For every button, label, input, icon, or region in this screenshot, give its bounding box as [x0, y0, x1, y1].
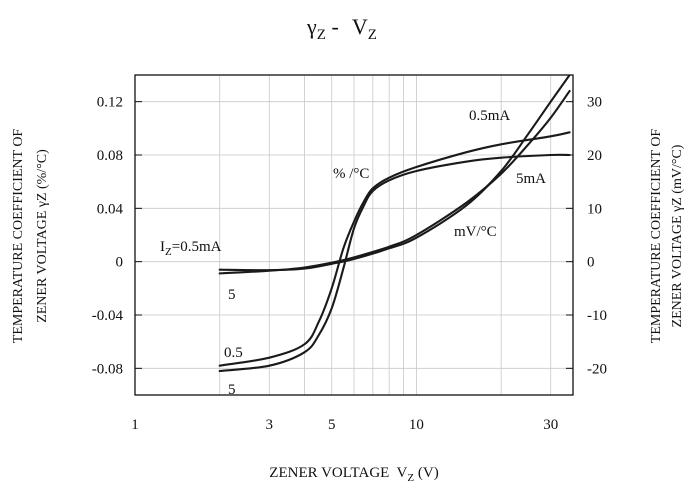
annotation-pct-per-c: % /°C — [333, 166, 369, 182]
x-tick-label: 3 — [266, 417, 274, 433]
y-tick-label-left: 0.08 — [97, 148, 123, 164]
annotation-mv-per-c: mV/°C — [454, 224, 497, 240]
annotation-0-5ma-top: 0.5mA — [469, 108, 510, 124]
series-line-left-0-5 — [218, 131, 571, 367]
x-axis-label: ZENER VOLTAGE VZ (V) — [269, 465, 438, 484]
y-tick-label-left: -0.08 — [92, 361, 123, 377]
annotation-5-upper: 5 — [228, 287, 236, 303]
title-main: γ — [306, 14, 317, 39]
annotation-0-5-lower: 0.5 — [224, 345, 243, 361]
annotation-iz-rest: =0.5mA — [172, 239, 222, 255]
title-right: V — [352, 14, 368, 39]
grid — [135, 75, 573, 395]
y-tick-label-left: -0.04 — [92, 308, 124, 324]
y-axis-label-left-2: ZENER VOLTAGE γZ (%/°C) — [35, 149, 50, 323]
y-axis-label-left-1: TEMPERATURE COEFFICIENT OF — [11, 129, 26, 344]
x-tick-label: 1 — [131, 417, 139, 433]
y-tick-label-left: 0.04 — [97, 201, 124, 217]
y-tick-label-right: -20 — [587, 361, 607, 377]
x-tick-label: 5 — [328, 417, 336, 433]
ticks — [135, 101, 573, 369]
y-tick-label-right: 0 — [587, 255, 595, 271]
y-tick-label-right: -10 — [587, 308, 607, 324]
y-tick-label-left: 0 — [116, 255, 124, 271]
x-axis-label-main: ZENER VOLTAGE V — [269, 465, 407, 481]
plot-frame — [134, 74, 574, 396]
title-sep: - — [326, 14, 344, 39]
x-axis-label-sub: Z — [407, 472, 414, 484]
y-axis-label-right-2: ZENER VOLTAGE γZ (mV/°C) — [670, 144, 685, 327]
chart-title: γZ - VZ — [306, 14, 377, 43]
y-tick-label-right: 20 — [587, 148, 602, 164]
y-tick-label-left: 0.12 — [97, 95, 123, 111]
annotation-5ma: 5mA — [516, 171, 546, 187]
title-main-sub: Z — [317, 27, 326, 43]
annotation-iz-main: I — [160, 239, 165, 255]
y-tick-label-right: 10 — [587, 201, 602, 217]
curves — [218, 75, 571, 373]
series-line-left-5 — [218, 153, 571, 373]
y-axis-label-right-1: TEMPERATURE COEFFICIENT OF — [649, 129, 664, 344]
annotation-iz: IZ=0.5mA — [160, 239, 222, 258]
tick-labels: -0.08 -0.04 0 0.04 0.08 0.12 -20 -10 0 10 20 30 1 3 5 1… — [92, 95, 607, 433]
x-tick-label: 30 — [543, 417, 558, 433]
series-line-right-5mA — [218, 89, 571, 275]
x-tick-label: 10 — [409, 417, 424, 433]
y-tick-label-right: 30 — [587, 95, 602, 111]
x-axis-label-suffix: (V) — [414, 465, 439, 481]
annotation-5-lower: 5 — [228, 382, 236, 398]
annotation-iz-sub: Z — [165, 246, 172, 258]
title-right-sub: Z — [368, 27, 377, 43]
